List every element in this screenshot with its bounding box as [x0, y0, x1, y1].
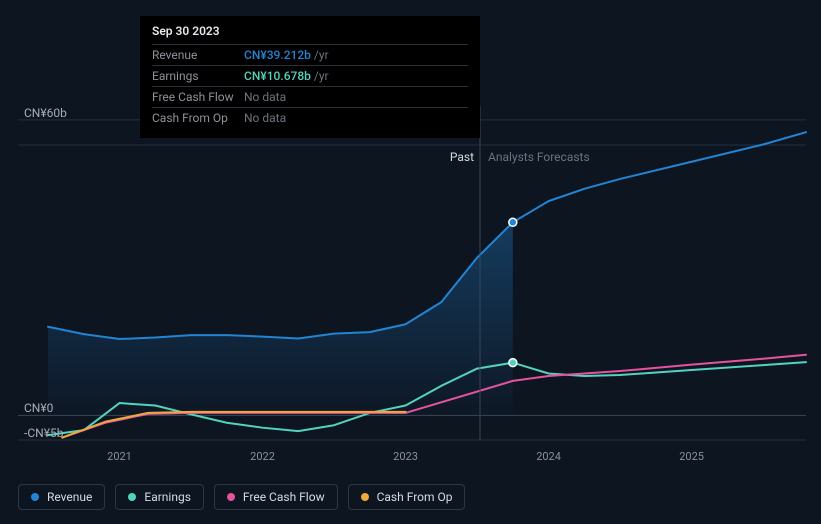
legend-item-label: Cash From Op: [377, 490, 453, 504]
tooltip-row-key: Cash From Op: [152, 108, 244, 129]
legend-swatch-icon: [361, 493, 369, 501]
tooltip-row-value: CN¥10.678b/yr: [244, 66, 468, 87]
legend-swatch-icon: [227, 493, 235, 501]
legend-item-label: Free Cash Flow: [243, 490, 325, 504]
legend-item-earnings[interactable]: Earnings: [115, 484, 204, 510]
section-label-forecast: Analysts Forecasts: [488, 150, 590, 164]
tooltip-row-key: Free Cash Flow: [152, 87, 244, 108]
tooltip-date: Sep 30 2023: [152, 24, 468, 44]
tooltip-row-key: Earnings: [152, 66, 244, 87]
tooltip-row: RevenueCN¥39.212b/yr: [152, 45, 468, 66]
y-axis-label: CN¥60b: [24, 106, 67, 120]
chart-legend: Revenue Earnings Free Cash Flow Cash From O…: [18, 484, 465, 510]
tooltip-row: Cash From OpNo data: [152, 108, 468, 129]
x-axis-label: 2022: [250, 450, 275, 463]
legend-item-fcf[interactable]: Free Cash Flow: [214, 484, 338, 510]
tooltip-row-value: No data: [244, 87, 468, 108]
y-axis-label: -CN¥5b: [24, 426, 63, 440]
legend-swatch-icon: [31, 493, 39, 501]
x-axis-label: 2021: [107, 450, 132, 463]
x-axis-label: 2025: [679, 450, 704, 463]
legend-item-label: Earnings: [144, 490, 191, 504]
tooltip-row-key: Revenue: [152, 45, 244, 66]
tooltip-row: Free Cash FlowNo data: [152, 87, 468, 108]
x-axis-label: 2023: [393, 450, 418, 463]
legend-item-label: Revenue: [47, 490, 92, 504]
legend-swatch-icon: [128, 493, 136, 501]
chart-tooltip: Sep 30 2023 RevenueCN¥39.212b/yrEarnings…: [140, 16, 480, 138]
legend-item-revenue[interactable]: Revenue: [18, 484, 105, 510]
financial-chart: CN¥60b CN¥0 -CN¥5b 2021 2022 2023 2024 2025 Pa…: [0, 0, 821, 524]
tooltip-row-value: No data: [244, 108, 468, 129]
tooltip-row: EarningsCN¥10.678b/yr: [152, 66, 468, 87]
legend-item-cfo[interactable]: Cash From Op: [348, 484, 466, 510]
section-label-past: Past: [450, 150, 474, 164]
y-axis-label: CN¥0: [24, 401, 53, 415]
x-axis-label: 2024: [536, 450, 561, 463]
tooltip-row-value: CN¥39.212b/yr: [244, 45, 468, 66]
